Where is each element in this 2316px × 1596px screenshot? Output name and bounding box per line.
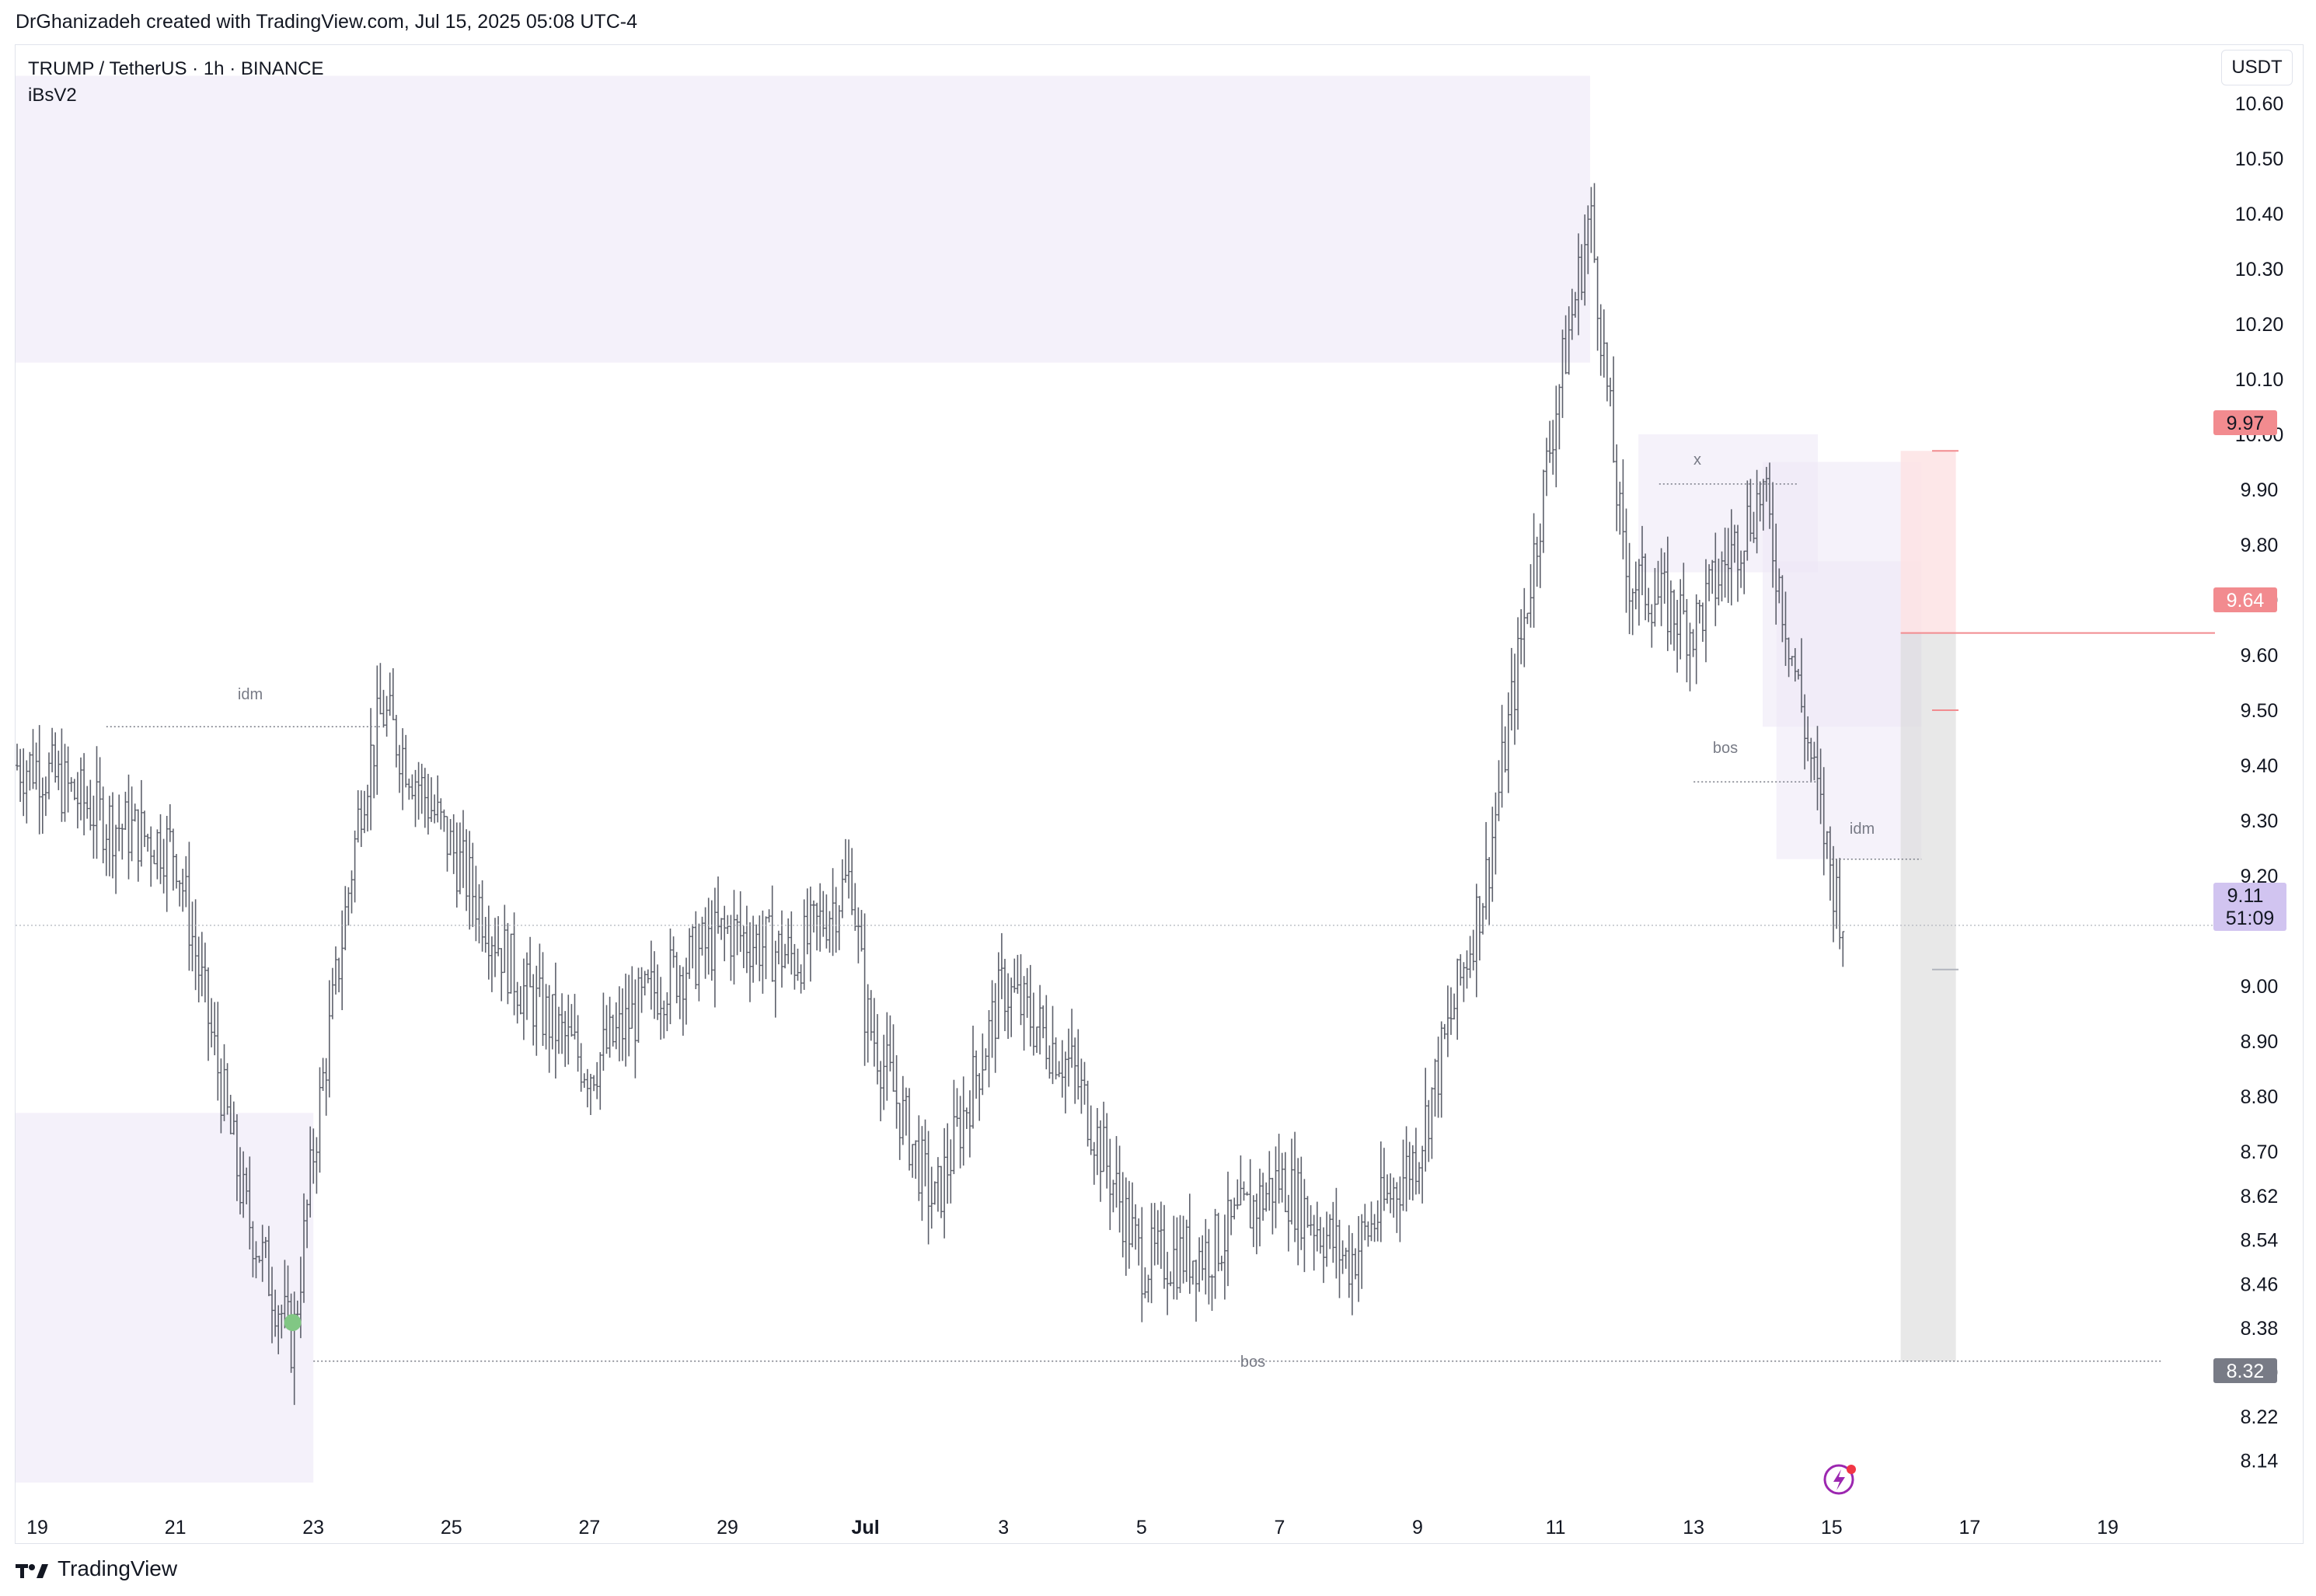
time-tick-label: 23 — [302, 1517, 324, 1539]
time-tick-label: 25 — [441, 1517, 462, 1539]
price-tick-label: 8.22 — [2241, 1406, 2279, 1428]
price-tick-label: 8.70 — [2241, 1141, 2279, 1163]
idm-label-left: idm — [238, 686, 263, 703]
current-price-badge: 9.11 51:09 — [2213, 883, 2286, 931]
buy-signal-marker — [284, 1314, 302, 1332]
position-reward-zone — [1900, 632, 1956, 1361]
price-tick-label: 9.00 — [2241, 976, 2279, 998]
target-price-text: 8.32 — [2227, 1361, 2265, 1382]
axis-layer: 10.6010.5010.4010.3010.2010.1010.009.909… — [26, 93, 2283, 1539]
stop-price-badge: 9.97 — [2213, 410, 2277, 435]
chart-legend: TRUMP / TetherUS · 1h · BINANCE iBsV2 — [28, 56, 324, 109]
zone-demand-1 — [16, 1113, 314, 1483]
time-tick-label: 21 — [165, 1517, 187, 1539]
time-tick-label: 3 — [998, 1517, 1009, 1539]
time-tick-label: 17 — [1958, 1517, 1980, 1539]
price-tick-label: 10.50 — [2235, 148, 2284, 170]
zones-layer — [16, 75, 1922, 1483]
brand-name: TradingView — [58, 1556, 178, 1580]
stop-price-text: 9.97 — [2227, 413, 2265, 434]
time-tick-label: 19 — [2097, 1517, 2119, 1539]
time-tick-label: 7 — [1274, 1517, 1285, 1539]
candles-layer — [16, 183, 1845, 1406]
current-price-text: 9.11 — [2227, 885, 2264, 907]
time-tick-label: 13 — [1683, 1517, 1704, 1539]
chart-frame[interactable] — [15, 44, 2304, 1544]
price-tick-label: 9.50 — [2241, 700, 2279, 722]
time-tick-label: 5 — [1136, 1517, 1147, 1539]
bos-label-bottom: bos — [1240, 1354, 1265, 1371]
price-tick-label: 9.80 — [2241, 535, 2279, 556]
currency-unit-button[interactable]: USDT — [2221, 50, 2293, 85]
price-tick-label: 9.60 — [2241, 645, 2279, 667]
zone-supply-4 — [1776, 561, 1922, 859]
time-tick-label: 27 — [578, 1517, 600, 1539]
price-tick-label: 8.38 — [2241, 1318, 2279, 1340]
levels-layer — [16, 483, 2213, 1362]
price-tick-label: 9.90 — [2241, 479, 2279, 501]
price-tick-label: 10.20 — [2235, 314, 2284, 336]
price-tick-label: 8.90 — [2241, 1031, 2279, 1053]
time-tick-label: 19 — [26, 1517, 48, 1539]
price-tick-label: 10.40 — [2235, 204, 2284, 225]
bar-countdown-text: 51:09 — [2226, 908, 2275, 929]
price-tick-label: 9.30 — [2241, 810, 2279, 832]
price-tick-label: 10.60 — [2235, 93, 2284, 115]
price-tick-label: 10.30 — [2235, 259, 2284, 281]
price-tick-label: 8.80 — [2241, 1086, 2279, 1108]
price-tick-label: 8.62 — [2241, 1186, 2279, 1207]
time-tick-label: Jul — [852, 1517, 880, 1539]
entry-price-badge: 9.64 — [2213, 587, 2277, 612]
tradingview-logo[interactable]: TradingView — [16, 1556, 177, 1581]
price-tick-label: 10.10 — [2235, 369, 2284, 391]
position-risk-zone — [1900, 451, 1956, 633]
time-tick-label: 29 — [717, 1517, 738, 1539]
symbol-title[interactable]: TRUMP / TetherUS · 1h · BINANCE — [28, 58, 324, 79]
lightning-icon[interactable] — [1823, 1464, 1856, 1495]
entry-price-text: 9.64 — [2227, 590, 2265, 612]
x-label: x — [1693, 451, 1701, 469]
price-tick-label: 8.54 — [2241, 1230, 2279, 1252]
time-tick-label: 11 — [1546, 1517, 1566, 1539]
zone-supply-0 — [16, 75, 1590, 363]
price-tick-label: 8.46 — [2241, 1274, 2279, 1295]
time-tick-label: 9 — [1412, 1517, 1423, 1539]
attribution-text: DrGhanizadeh created with TradingView.co… — [16, 11, 637, 33]
tradingview-mark-icon — [16, 1560, 50, 1578]
price-tick-label: 8.14 — [2241, 1451, 2279, 1472]
position-tool — [1900, 450, 2215, 1361]
indicator-name[interactable]: iBsV2 — [28, 85, 77, 106]
bos-label-right: bos — [1713, 740, 1738, 757]
price-tick-label: 9.40 — [2241, 755, 2279, 777]
target-price-badge: 8.32 — [2213, 1358, 2277, 1383]
time-tick-label: 15 — [1821, 1517, 1843, 1539]
idm-label-right: idm — [1850, 821, 1875, 838]
